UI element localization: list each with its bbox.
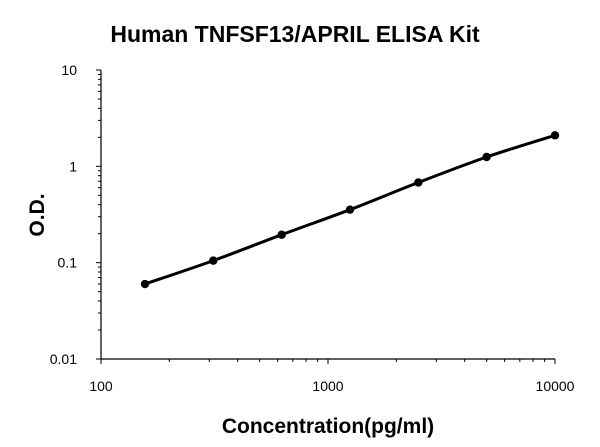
- data-points: [140, 131, 560, 289]
- y-tick-label: 0.01: [50, 351, 77, 367]
- data-point: [140, 279, 150, 289]
- data-point: [482, 152, 491, 162]
- data-point: [209, 256, 218, 265]
- x-axis-ticks: 100 1000 10000: [89, 359, 575, 394]
- x-tick-label: 10000: [536, 378, 575, 394]
- y-tick-label: 1: [69, 158, 77, 174]
- y-axis-title: O.D.: [26, 193, 49, 236]
- data-point: [277, 230, 286, 239]
- x-tick-label: 100: [89, 378, 113, 394]
- data-point: [414, 178, 423, 187]
- data-point: [345, 205, 355, 214]
- x-tick-label: 1000: [312, 378, 343, 394]
- chart-title: Human TNFSF13/APRIL ELISA Kit: [110, 21, 480, 47]
- x-axis-title: Concentration(pg/ml): [222, 415, 434, 438]
- y-axis-ticks: 0.01 0.1 1 10: [50, 62, 101, 367]
- y-tick-label: 10: [61, 62, 77, 78]
- data-point: [550, 131, 560, 140]
- y-tick-label: 0.1: [58, 255, 78, 271]
